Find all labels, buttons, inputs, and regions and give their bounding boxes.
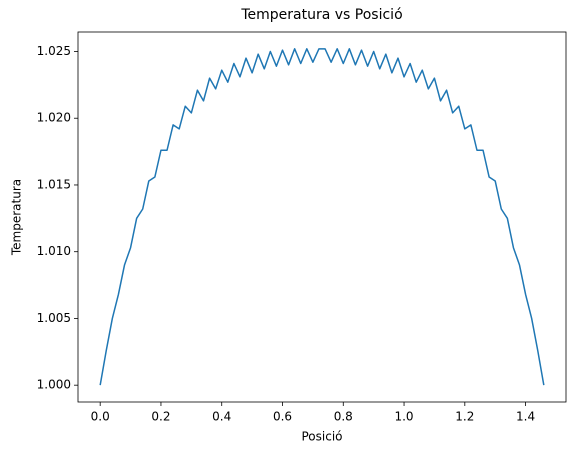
x-tick-label: 0.4 <box>212 410 231 424</box>
plot-frame <box>77 31 567 403</box>
y-tick-label: 1.000 <box>37 378 71 392</box>
chart-title: Temperatura vs Posició <box>240 7 402 23</box>
x-tick-label: 0.0 <box>91 410 110 424</box>
x-tick-label: 0.2 <box>151 410 170 424</box>
x-tick-label: 1.4 <box>516 410 535 424</box>
y-tick-label: 1.025 <box>37 44 71 58</box>
x-tick-label: 1.0 <box>394 410 413 424</box>
y-tick-label: 1.020 <box>37 111 71 125</box>
y-axis-label: Temperatura <box>10 179 24 256</box>
x-axis-label: Posició <box>301 430 342 444</box>
y-tick-label: 1.010 <box>37 244 71 258</box>
x-tick-label: 1.2 <box>455 410 474 424</box>
y-tick-label: 1.015 <box>37 177 71 191</box>
y-tick-label: 1.005 <box>37 311 71 325</box>
line-series <box>99 48 545 386</box>
x-tick-label: 0.8 <box>334 410 353 424</box>
x-tick-label: 0.6 <box>273 410 292 424</box>
